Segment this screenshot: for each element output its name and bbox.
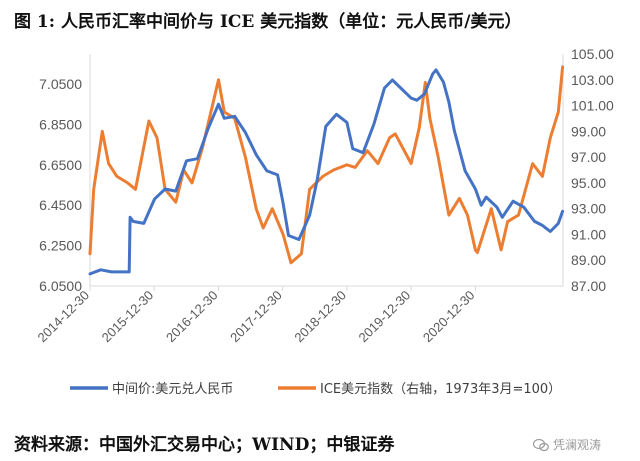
y-right-tick-label: 91.00	[571, 226, 606, 242]
series-line-1	[88, 65, 565, 265]
legend-label-0: 中间价:美元兑人民币	[112, 382, 233, 397]
series-line-0	[88, 68, 565, 276]
y-right-tick-label: 101.00	[571, 98, 614, 114]
figure-label: 图 1:	[14, 12, 56, 32]
y-right-tick-label: 93.00	[571, 201, 606, 217]
figure-title-text: 人民币汇率中间价与 ICE 美元指数（单位：元人民币/美元）	[61, 12, 522, 32]
y-right-tick-label: 105.00	[571, 46, 614, 62]
y-left-tick-label: 6.4500	[39, 197, 82, 213]
chart-axes: 6.0500 6.2500 6.4500 6.6500 6.8500 7.0500 87.0…	[34, 46, 614, 345]
y-left-tick-label: 6.0500	[39, 278, 82, 294]
legend-label-1: ICE美元指数（右轴，1973年3月=100）	[320, 382, 561, 397]
y-left-tick-label: 6.6500	[39, 157, 82, 173]
source-note: 资料来源：中国外汇交易中心；WIND；中银证券	[14, 435, 395, 455]
x-tick-label: 2014-12-30	[34, 288, 92, 346]
wechat-icon	[533, 438, 549, 451]
y-right-tick-label: 87.00	[571, 278, 606, 294]
chart-series-layer	[88, 65, 565, 276]
x-tick-label: 2019-12-30	[356, 288, 414, 346]
figure-title: 图 1: 人民币汇率中间价与 ICE 美元指数（单位：元人民币/美元）	[14, 7, 522, 32]
y-left-tick-label: 6.8500	[39, 116, 82, 132]
x-tick-label: 2015-12-30	[99, 288, 157, 346]
y-right-tick-label: 99.00	[571, 123, 606, 139]
x-tick-label: 2016-12-30	[163, 288, 221, 346]
x-tick-label: 2018-12-30	[291, 288, 349, 346]
watermark-text: 凭澜观涛	[553, 438, 602, 452]
x-tick-label: 2020-12-30	[420, 288, 478, 346]
y-left-tick-label: 6.2500	[39, 238, 82, 254]
y-right-tick-label: 89.00	[571, 252, 606, 268]
x-tick-label: 2017-12-30	[227, 288, 285, 346]
chart-legend: 中间价:美元兑人民币 ICE美元指数（右轴，1973年3月=100）	[70, 382, 561, 397]
y-right-tick-label: 95.00	[571, 175, 606, 191]
y-right-tick-label: 97.00	[571, 149, 606, 165]
y-right-tick-label: 103.00	[571, 72, 614, 88]
y-left-tick-label: 7.0500	[39, 76, 82, 92]
watermark: 凭澜观涛	[533, 436, 601, 453]
